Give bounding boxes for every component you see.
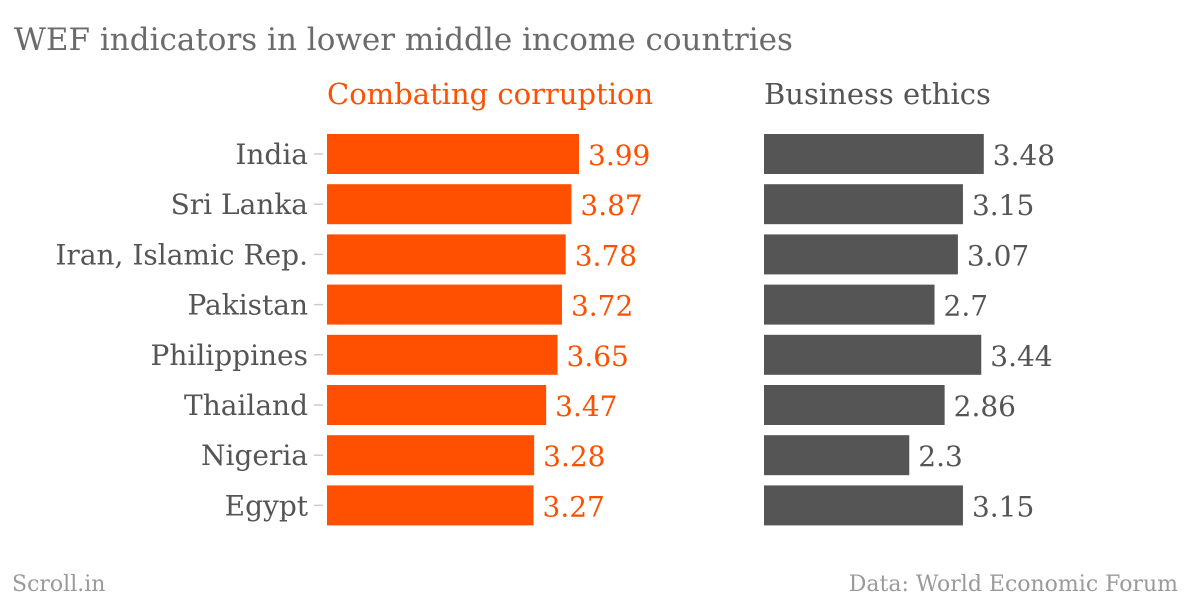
data-label: 3.72 [571,290,633,323]
series-header: Combating corruption [327,77,653,111]
bar [764,284,935,325]
data-label: 3.15 [972,490,1034,523]
bar [327,385,547,425]
data-label: 3.99 [588,139,650,172]
source-credit: Scroll.in [12,572,106,597]
data-label: 2.3 [918,440,963,473]
data-label: 3.07 [967,239,1029,272]
category-label: Iran, Islamic Rep. [55,238,308,271]
bar [327,435,535,476]
bar [764,385,945,425]
category-label: Pakistan [187,289,308,322]
bar [327,234,566,275]
data-label: 3.78 [575,239,637,272]
data-label: 3.65 [567,340,629,373]
category-label: Nigeria [201,439,308,472]
category-label: India [235,138,308,171]
bar [327,334,558,375]
bar [764,485,963,526]
bar [764,134,984,174]
data-label: 3.44 [990,340,1052,373]
series-header: Business ethics [764,77,991,111]
bar [764,334,982,375]
bar [764,234,958,275]
data-label: 2.7 [944,290,989,323]
category-label: Philippines [150,339,308,372]
data-label: 3.48 [993,139,1055,172]
bar [327,284,562,325]
data-source: Data: World Economic Forum [848,572,1178,597]
category-label: Thailand [184,389,308,422]
bar [764,184,963,225]
bar [327,134,579,174]
chart-title: WEF indicators in lower middle income co… [14,22,793,58]
category-label: Egypt [225,489,309,522]
data-label: 3.47 [555,390,617,423]
bar [327,485,534,526]
data-label: 2.86 [954,390,1016,423]
category-label: Sri Lanka [171,188,308,221]
data-label: 3.27 [543,490,605,523]
bar [764,435,910,476]
data-label: 3.28 [543,440,605,473]
bar [327,184,572,225]
data-label: 3.15 [972,189,1034,222]
data-label: 3.87 [580,189,642,222]
